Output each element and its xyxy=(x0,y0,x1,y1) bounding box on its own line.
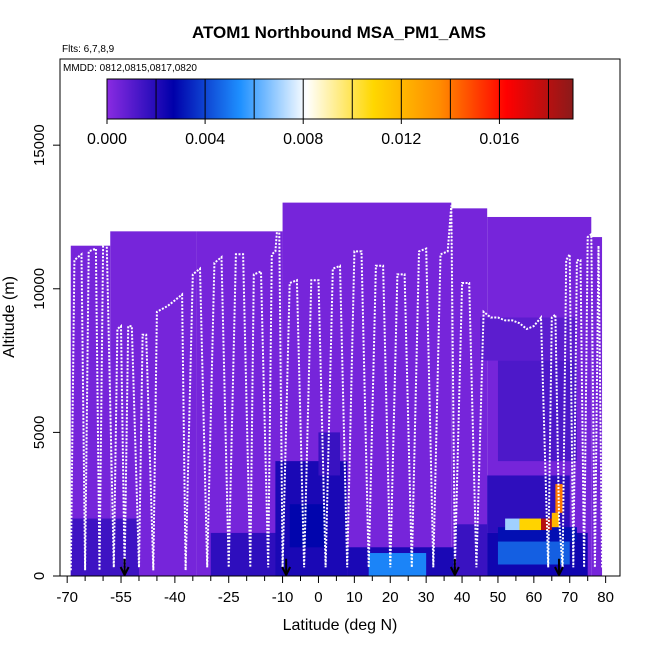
colorbar-tick-label: 0.016 xyxy=(479,131,519,148)
x-axis: -70 -55 -40 -25 -10 0 10 20 30 40 50 60 70 80 xyxy=(56,576,614,606)
x-tick-label: -25 xyxy=(218,589,240,606)
colorbar-bar xyxy=(106,78,574,120)
data-cell xyxy=(541,518,552,531)
background-cell xyxy=(591,237,603,576)
colorbar-tick-label: 0.012 xyxy=(381,131,421,148)
flights-label: Flts: 6,7,8,9 xyxy=(62,44,115,55)
x-tick-label: 70 xyxy=(561,589,578,606)
data-cell xyxy=(454,524,488,576)
dates-label: MMDD: 0812,0815,0817,0820 xyxy=(63,63,197,74)
colorbar-divisions xyxy=(155,79,549,119)
colorbar: 0.000 0.004 0.008 0.012 0.016 xyxy=(87,78,574,148)
colorbar-tick-label: 0.000 xyxy=(87,131,127,148)
x-tick-label: -70 xyxy=(56,589,78,606)
data-cell xyxy=(505,518,520,531)
data-cell xyxy=(497,527,577,542)
colorbar-tick-label: 0.008 xyxy=(283,131,323,148)
x-axis-label: Latitude (deg N) xyxy=(283,617,398,634)
y-tick-label: 10000 xyxy=(31,268,48,310)
colorbar-tick-label: 0.004 xyxy=(185,131,225,148)
x-tick-label: 0 xyxy=(314,589,322,606)
data-cell xyxy=(519,518,542,531)
y-tick-label: 5000 xyxy=(31,416,48,449)
chart-title: ATOM1 Northbound MSA_PM1_AMS xyxy=(192,23,486,42)
data-cell xyxy=(289,504,326,548)
x-tick-label: -40 xyxy=(164,589,186,606)
data-cell xyxy=(368,553,427,576)
colorbar-tick-labels: 0.000 0.004 0.008 0.012 0.016 xyxy=(87,119,520,148)
data-cell xyxy=(497,360,577,462)
y-tick-label: 0 xyxy=(31,572,48,580)
flight-track xyxy=(69,205,604,571)
x-tick-label: -10 xyxy=(272,589,294,606)
x-tick-label: 80 xyxy=(597,589,614,606)
y-axis-label: Altitude (m) xyxy=(1,276,18,358)
arrow-marker xyxy=(119,558,130,576)
x-tick-label: 20 xyxy=(382,589,399,606)
data-cell xyxy=(497,541,570,565)
arrow-marker xyxy=(281,558,292,576)
y-axis: 0 5000 10000 15000 xyxy=(31,124,60,580)
x-tick-label: -55 xyxy=(110,589,132,606)
data-cell xyxy=(480,317,577,361)
plot-frame xyxy=(59,58,621,577)
data-cells xyxy=(70,202,603,576)
arrow-marker xyxy=(554,558,564,576)
data-cell xyxy=(210,532,283,576)
x-tick-label: 60 xyxy=(526,589,543,606)
data-cell xyxy=(551,512,559,528)
x-tick-label: 50 xyxy=(490,589,507,606)
x-tick-label: 30 xyxy=(418,589,435,606)
x-tick-label: 40 xyxy=(454,589,471,606)
arrow-marker xyxy=(449,558,460,576)
plot-area xyxy=(69,202,604,576)
y-tick-label: 15000 xyxy=(31,124,48,166)
data-cell xyxy=(70,518,139,576)
x-tick-label: 10 xyxy=(346,589,363,606)
sampling-arrows xyxy=(119,558,564,576)
